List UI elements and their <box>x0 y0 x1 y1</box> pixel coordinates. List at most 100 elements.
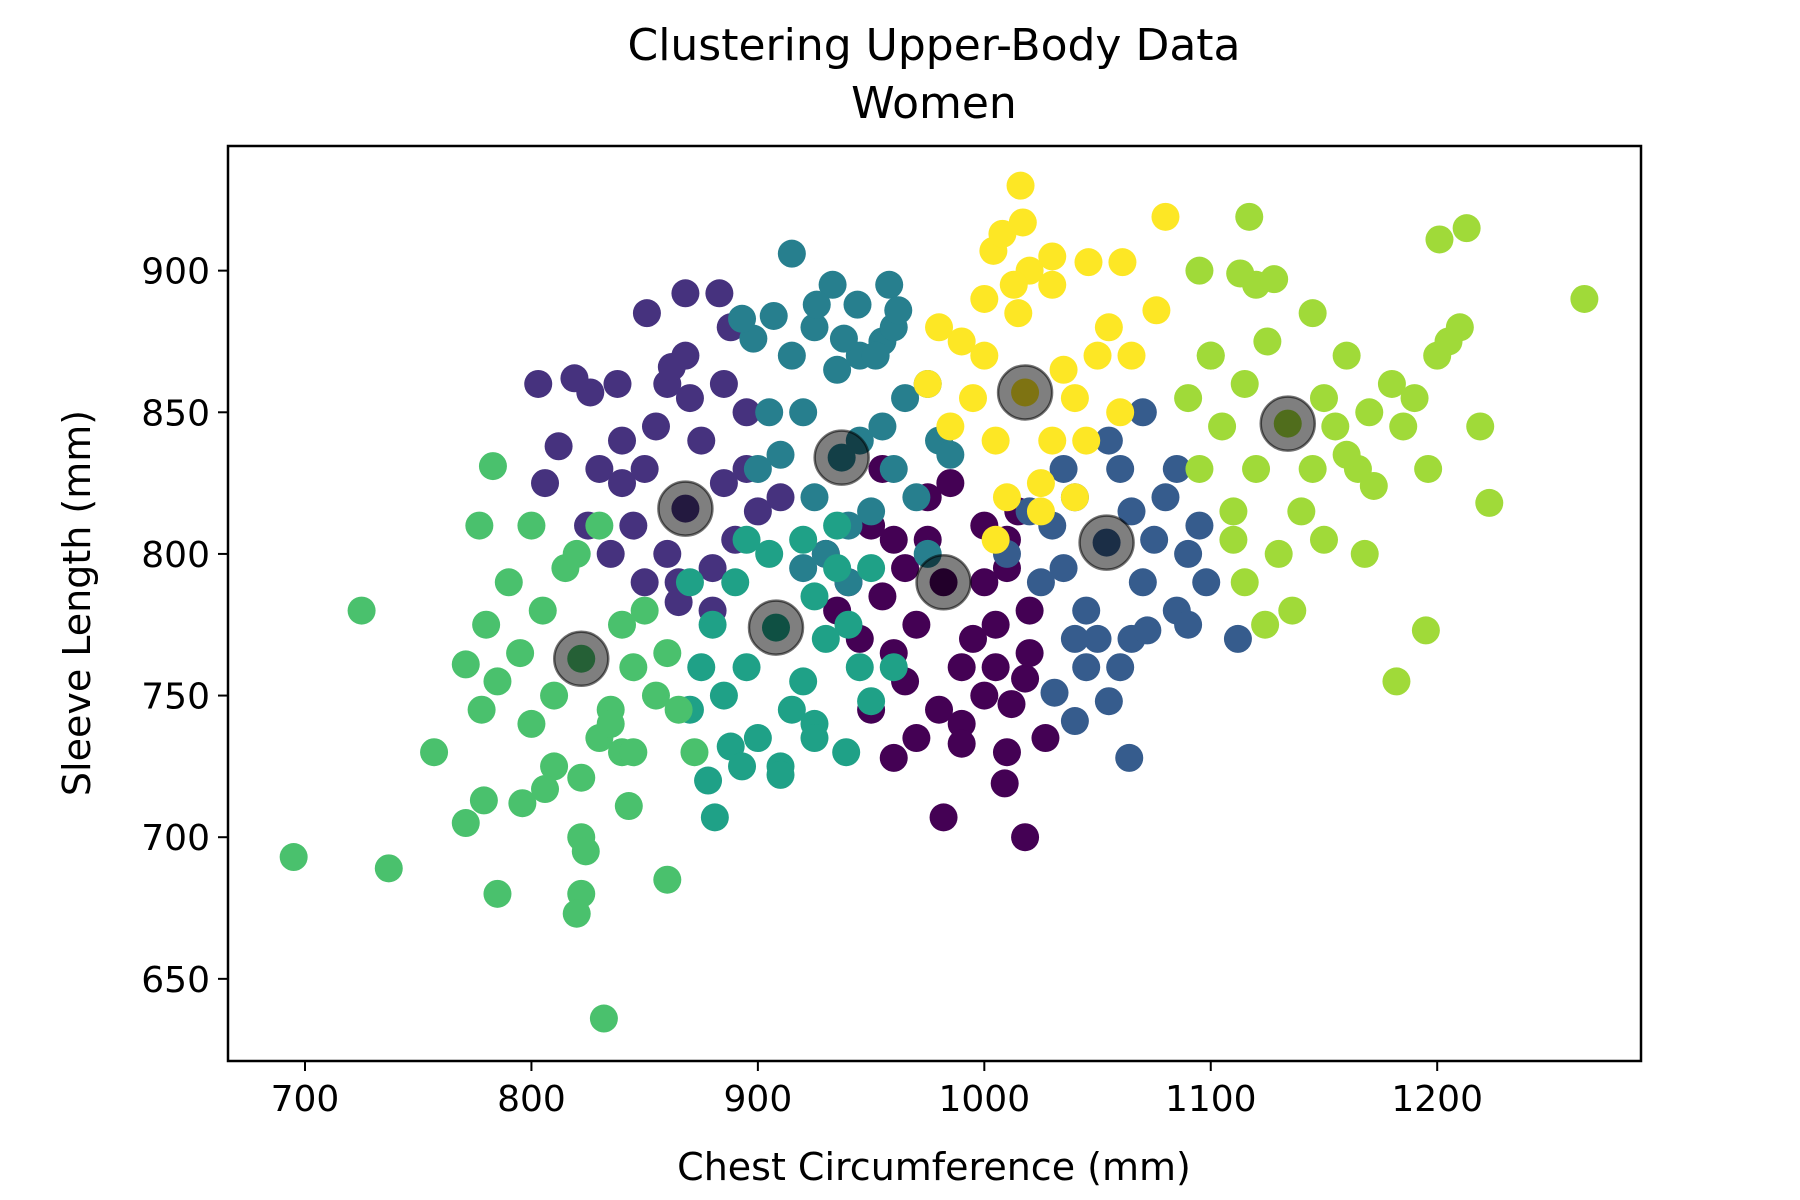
cluster-2-point <box>1128 568 1157 597</box>
cluster-6-point <box>1253 327 1282 356</box>
cluster-3-point <box>875 270 904 299</box>
cluster-0-point <box>970 568 999 597</box>
cluster-2-centroid <box>1078 514 1135 571</box>
cluster-6-point <box>1287 497 1316 526</box>
cluster-2-point <box>1174 610 1203 639</box>
cluster-6-point <box>1298 454 1327 483</box>
cluster-6-point <box>1226 259 1255 288</box>
cluster-2-point <box>1060 707 1089 736</box>
cluster-0-point <box>981 610 1010 639</box>
cluster-2-point <box>1040 678 1069 707</box>
cluster-5-point <box>465 511 494 540</box>
cluster-1-point <box>531 469 560 498</box>
cluster-5-point <box>347 596 376 625</box>
cluster-0-point <box>992 738 1021 767</box>
cluster-5-point <box>506 639 535 668</box>
cluster-7-point <box>1106 398 1135 427</box>
cluster-6-point <box>1264 539 1293 568</box>
cluster-2-point <box>1072 653 1101 682</box>
cluster-0-point <box>902 610 931 639</box>
centroids-layer <box>553 364 1316 687</box>
cluster-7-point <box>1074 248 1103 277</box>
cluster-4-point <box>823 554 852 583</box>
cluster-4-point <box>687 653 716 682</box>
cluster-2-point <box>1049 454 1078 483</box>
cluster-1-point <box>653 539 682 568</box>
cluster-1-point <box>675 384 704 413</box>
cluster-6-point <box>1185 454 1214 483</box>
cluster-4-point <box>675 568 704 597</box>
cluster-6-point <box>1411 616 1440 645</box>
y-tick-label: 800 <box>141 535 210 576</box>
cluster-1-point <box>732 398 761 427</box>
cluster-6-point <box>1260 265 1289 294</box>
cluster-2-point <box>1223 624 1252 653</box>
cluster-3-point <box>755 398 784 427</box>
cluster-4-point <box>811 624 840 653</box>
cluster-7-point <box>1060 384 1089 413</box>
cluster-4-point <box>800 582 829 611</box>
cluster-1-point <box>603 369 632 398</box>
cluster-4-centroid <box>747 599 805 656</box>
cluster-1-point <box>585 454 614 483</box>
cluster-7-point <box>1026 469 1055 498</box>
cluster-7-point <box>970 341 999 370</box>
cluster-0-point <box>936 469 965 498</box>
cluster-5-point <box>653 639 682 668</box>
cluster-5-point <box>619 653 648 682</box>
cluster-1-point <box>544 432 573 461</box>
cluster-4-point <box>800 724 829 753</box>
cluster-7-point <box>1006 171 1035 200</box>
cluster-4-point <box>766 760 795 789</box>
cluster-0-centroid <box>915 554 972 611</box>
cluster-6-point <box>1355 398 1384 427</box>
cluster-2-point <box>1185 511 1214 540</box>
cluster-2-point <box>1128 398 1157 427</box>
cluster-5-point <box>472 610 501 639</box>
cluster-2-point <box>1106 454 1135 483</box>
cluster-0-point <box>929 803 958 832</box>
cluster-3-point <box>891 384 920 413</box>
cluster-0-point <box>868 582 897 611</box>
cluster-5-point <box>562 899 591 928</box>
cluster-1-point <box>698 554 727 583</box>
cluster-3-point <box>868 412 897 441</box>
cluster-7-point <box>970 284 999 313</box>
cluster-4-point <box>832 738 861 767</box>
cluster-6-point <box>1196 341 1225 370</box>
cluster-7-point <box>925 313 954 342</box>
cluster-4-point <box>857 554 886 583</box>
cluster-0-point <box>925 695 954 724</box>
cluster-1-point <box>657 352 686 381</box>
cluster-2-point <box>1083 624 1112 653</box>
cluster-2-point <box>1192 568 1221 597</box>
cluster-7-point <box>1038 242 1067 271</box>
cluster-5-point <box>494 568 523 597</box>
cluster-5-point <box>614 792 643 821</box>
cluster-7-point <box>1008 208 1037 237</box>
cluster-6-point <box>1321 412 1350 441</box>
cluster-3-point <box>728 304 757 333</box>
cluster-3-point <box>802 290 831 319</box>
y-tick-label: 850 <box>141 393 210 434</box>
x-tick-label: 1000 <box>939 1079 1031 1120</box>
x-tick-label: 900 <box>724 1079 793 1120</box>
cluster-5-point <box>517 511 546 540</box>
cluster-4-point <box>732 653 761 682</box>
cluster-4-point <box>743 724 772 753</box>
cluster-6-point <box>1389 412 1418 441</box>
cluster-4-point <box>789 667 818 696</box>
cluster-2-point <box>1094 687 1123 716</box>
cluster-1-point <box>608 426 637 455</box>
cluster-6-point <box>1208 412 1237 441</box>
cluster-6-point <box>1219 497 1248 526</box>
cluster-4-point <box>879 653 908 682</box>
cluster-6-point <box>1377 369 1406 398</box>
cluster-2-point <box>1174 539 1203 568</box>
y-axis-label: Sleeve Length (mm) <box>55 410 99 796</box>
cluster-5-point <box>589 1004 618 1033</box>
cluster-0-point <box>1031 724 1060 753</box>
cluster-2-point <box>1026 568 1055 597</box>
cluster-6-point <box>1466 412 1495 441</box>
